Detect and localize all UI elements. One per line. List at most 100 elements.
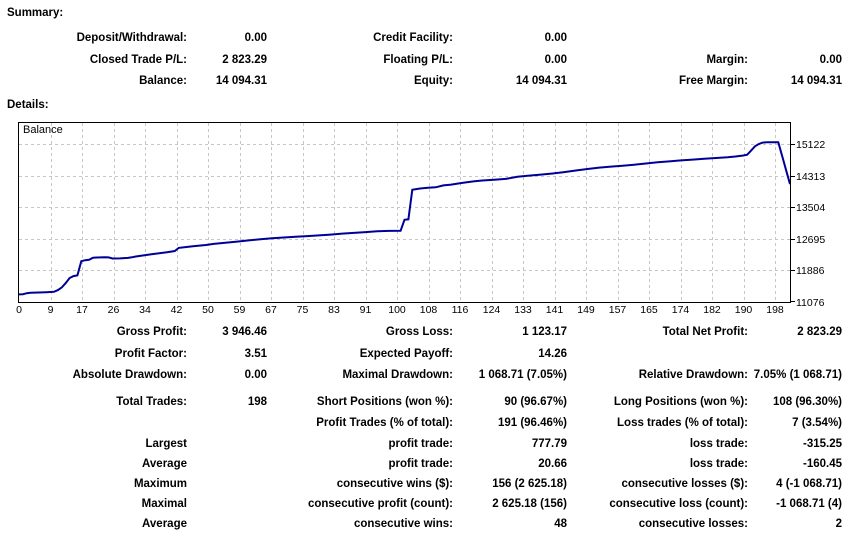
x-axis: 0 9 17 26 34 42 50 59 67 75 83 91 100 108 116 124 133 141… <box>16 304 838 316</box>
detail-label: Relative Drawdown: <box>638 369 748 381</box>
x-tick-label: 83 <box>328 304 340 316</box>
y-tick-label: 12695 <box>796 233 826 246</box>
detail-label: Average <box>142 518 187 530</box>
x-tick-label: 165 <box>640 304 658 316</box>
detail-label: loss trade: <box>689 438 748 450</box>
detail-label: consecutive profit (count): <box>307 498 453 510</box>
detail-label: consecutive loss (count): <box>609 498 748 510</box>
summary-label: Margin: <box>706 54 748 66</box>
detail-label: Profit Factor: <box>114 348 187 360</box>
summary-row: Deposit/Withdrawal: 0.00 Credit Facility… <box>0 32 859 46</box>
x-tick-label: 116 <box>451 304 469 316</box>
summary-row: Closed Trade P/L: 2 823.29 Floating P/L:… <box>0 54 859 68</box>
y-tick-label: 15122 <box>796 138 826 151</box>
x-tick-label: 0 <box>16 304 22 316</box>
x-tick-label: 75 <box>296 304 309 316</box>
summary-value: 2 823.29 <box>222 54 267 66</box>
y-axis-ticks <box>791 123 796 308</box>
y-tick-label: 14313 <box>796 170 826 183</box>
detail-label: loss trade: <box>689 458 748 470</box>
detail-label: Short Positions (won %): <box>316 396 453 408</box>
summary-value: 0.00 <box>544 32 567 44</box>
x-tick-label: 108 <box>419 304 438 316</box>
summary-row: Balance: 14 094.31 Equity: 14 094.31 Fre… <box>0 75 859 89</box>
x-tick-label: 67 <box>265 304 277 316</box>
detail-value: 4 (-1 068.71) <box>776 478 842 490</box>
detail-row: Absolute Drawdown: 0.00 Maximal Drawdown… <box>0 369 859 383</box>
x-tick-label: 100 <box>388 304 406 316</box>
detail-label: Total Net Profit: <box>662 326 748 338</box>
detail-row: Profit Trades (% of total): 191 (96.46%)… <box>0 417 859 431</box>
detail-label: Absolute Drawdown: <box>72 369 187 381</box>
detail-value: 2 <box>835 518 842 530</box>
detail-label: Gross Loss: <box>385 326 453 338</box>
detail-label: consecutive losses ($): <box>621 478 748 490</box>
summary-label: Credit Facility: <box>373 32 453 44</box>
detail-row: Maximum consecutive wins ($): 156 (2 625… <box>0 478 859 492</box>
detail-label: consecutive losses: <box>638 518 748 530</box>
detail-value: 156 (2 625.18) <box>492 478 567 490</box>
detail-label: Profit Trades (% of total): <box>316 417 453 429</box>
y-tick-label: 11886 <box>796 265 825 278</box>
summary-label: Equity: <box>414 75 453 87</box>
x-tick-label: 182 <box>703 304 721 316</box>
detail-value: 0.00 <box>244 369 267 381</box>
summary-value: 0.00 <box>819 54 842 66</box>
detail-label: Loss trades (% of total): <box>617 417 748 429</box>
detail-label: Largest <box>145 438 187 450</box>
detail-value: 14.26 <box>538 348 567 360</box>
x-tick-label: 34 <box>139 304 151 316</box>
detail-label: profit trade: <box>388 458 453 470</box>
detail-label: Expected Payoff: <box>359 348 453 360</box>
x-tick-label: 157 <box>608 304 627 316</box>
x-tick-label: 124 <box>482 304 501 316</box>
detail-value: 48 <box>554 518 567 530</box>
balance-curve <box>18 141 791 296</box>
summary-label: Closed Trade P/L: <box>89 54 187 66</box>
y-tick-mark <box>791 301 795 302</box>
x-tick-label: 198 <box>766 304 784 316</box>
detail-label: Maximal <box>141 498 187 510</box>
x-tick-label: 26 <box>107 304 120 316</box>
summary-label: Free Margin: <box>678 75 748 87</box>
y-axis: 11076 11886 12695 13504 14313 15122 <box>796 123 856 309</box>
x-tick-label: 133 <box>514 304 532 316</box>
detail-label: Maximum <box>133 478 187 490</box>
summary-label: Floating P/L: <box>383 54 453 66</box>
detail-label: consecutive wins ($): <box>336 478 453 490</box>
detail-value: -1 068.71 (4) <box>776 498 842 510</box>
detail-value: 1 123.17 <box>522 326 567 338</box>
detail-value: 2 625.18 (156) <box>492 498 567 510</box>
detail-row: Gross Profit: 3 946.46 Gross Loss: 1 123… <box>0 326 859 340</box>
detail-value: 7 (3.54%) <box>792 417 842 429</box>
y-tick-label: 11076 <box>796 297 825 309</box>
detail-label: Long Positions (won %): <box>613 396 748 408</box>
y-tick-mark <box>791 270 795 271</box>
y-tick-mark <box>791 239 795 240</box>
summary-label: Deposit/Withdrawal: <box>76 32 187 44</box>
detail-value: 20.66 <box>538 458 567 470</box>
detail-label: Total Trades: <box>116 396 187 408</box>
detail-row: Total Trades: 198 Short Positions (won %… <box>0 396 859 410</box>
detail-value: -315.25 <box>802 438 842 450</box>
detail-value: 198 <box>247 396 267 408</box>
detail-value: 7.05% (1 068.71) <box>753 369 842 381</box>
x-tick-label: 42 <box>170 304 183 316</box>
detail-label: Average <box>142 458 187 470</box>
balance-chart: Balance <box>18 122 791 303</box>
detail-value: 191 (96.46%) <box>497 417 567 429</box>
x-tick-label: 9 <box>47 304 54 316</box>
summary-value: 0.00 <box>544 54 567 66</box>
detail-value: 3.51 <box>244 348 267 360</box>
x-tick-label: 174 <box>671 304 690 316</box>
detail-value: 3 946.46 <box>222 326 267 338</box>
y-tick-label: 13504 <box>796 202 826 215</box>
detail-label: Gross Profit: <box>116 326 187 338</box>
x-tick-label: 190 <box>734 304 753 316</box>
detail-value: 2 823.29 <box>797 326 842 338</box>
detail-label: consecutive wins: <box>353 518 453 530</box>
summary-value: 14 094.31 <box>515 75 567 87</box>
y-tick-mark <box>791 144 795 145</box>
summary-label: Balance: <box>139 75 187 87</box>
summary-heading: Summary: <box>7 7 64 19</box>
